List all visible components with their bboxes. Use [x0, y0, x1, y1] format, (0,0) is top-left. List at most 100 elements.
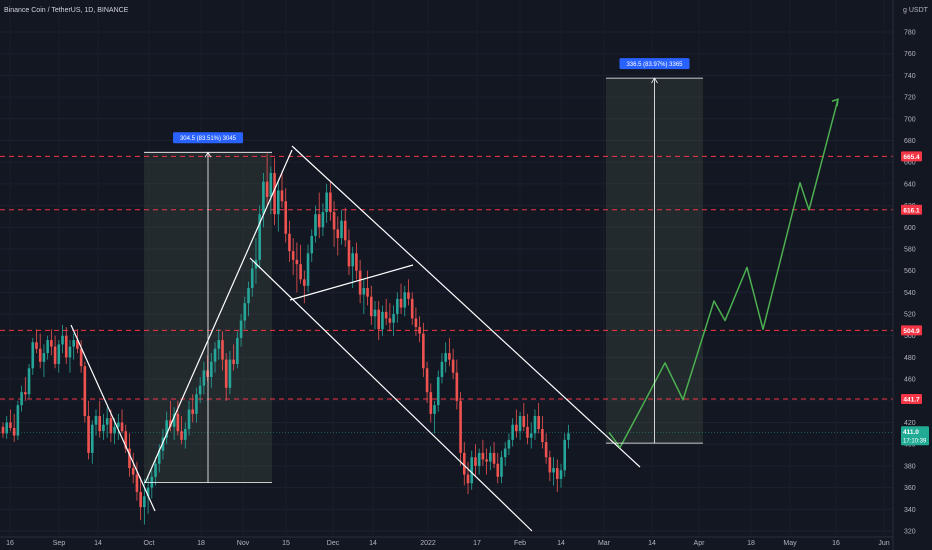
candle-body — [343, 220, 347, 241]
y-tick-label: 660 — [904, 160, 916, 167]
candles — [1, 153, 570, 525]
candle-body — [150, 476, 154, 488]
candle-body — [224, 359, 228, 388]
candle-body — [522, 416, 526, 427]
candle-body — [310, 235, 314, 254]
symbol-header[interactable]: Binance Coin / TetherUS, 1D, BINANCE — [4, 7, 129, 14]
trend-line — [144, 149, 293, 484]
candle-body — [124, 431, 128, 449]
time-axis[interactable]: 16 Sep 14 Oct 18 Nov 15 Dec 14 2022 17 Feb 14 Mar 14 Ap… — [6, 540, 890, 547]
candle-body — [161, 437, 165, 451]
candle-body — [228, 359, 232, 388]
measure-arrow-head — [204, 151, 212, 158]
candle-body — [314, 214, 317, 236]
level-tag-text: 665.4 — [903, 154, 920, 161]
candle-body — [16, 405, 20, 436]
candle-body — [340, 220, 343, 239]
y-tick-label: 720 — [904, 95, 916, 102]
candle-body — [117, 422, 120, 427]
candle-body — [247, 288, 250, 304]
y-tick-label: 700 — [904, 116, 916, 123]
candle-body — [288, 233, 291, 252]
y-tick-label: 740 — [904, 73, 916, 80]
candle-body — [496, 463, 500, 477]
candle-body — [306, 253, 310, 286]
candle-body — [515, 424, 518, 432]
candle-body — [537, 416, 540, 430]
candle-body — [64, 335, 68, 358]
candle-body — [448, 353, 451, 360]
x-tick-label: Nov — [237, 540, 250, 547]
x-tick-label: 18 — [197, 540, 205, 547]
candle-body — [541, 429, 544, 443]
candle-body — [329, 192, 332, 213]
x-tick-label: 15 — [282, 540, 290, 547]
candle-body — [351, 253, 354, 267]
candle-body — [355, 253, 358, 271]
x-tick-label: 2022 — [420, 540, 436, 547]
candle-body — [299, 264, 302, 280]
y-tick-label: 680 — [904, 138, 916, 145]
x-tick-label: 17 — [473, 540, 481, 547]
measure-tools: 304.5 (83.51%) 3045 336.5 (83.97%) 3365 — [144, 58, 703, 484]
candle-body — [139, 491, 142, 508]
y-tick-label: 780 — [904, 30, 916, 37]
candle-body — [176, 413, 180, 432]
level-tag — [901, 151, 922, 162]
candle-body — [143, 496, 146, 508]
candle-body — [1, 426, 5, 434]
candle-body — [529, 433, 533, 438]
candle-body — [109, 418, 113, 434]
candle-body — [68, 346, 72, 358]
candle-body — [336, 229, 340, 239]
trend-line — [249, 257, 533, 532]
measure-arrow-head — [651, 77, 658, 84]
candle-body — [503, 448, 507, 458]
candle-body — [466, 474, 470, 484]
candle-body — [500, 457, 503, 477]
y-tick-label: 500 — [904, 333, 916, 340]
price-tags: 665.4 616.1 504.9 441.7 411.0 17:10:39 — [901, 151, 929, 446]
candle-body — [31, 342, 35, 369]
candle-body — [195, 394, 198, 414]
unit-text: USDT — [909, 7, 929, 14]
level-tag-text: 616.1 — [903, 207, 920, 214]
candle-body — [462, 452, 466, 475]
candle-body — [5, 422, 9, 434]
candle-body — [552, 468, 555, 473]
candle-body — [102, 424, 105, 432]
candle-body — [53, 346, 57, 364]
y-tick-label: 320 — [904, 529, 916, 536]
unit-prefix: g — [903, 7, 909, 14]
candle-body — [146, 487, 150, 497]
candle-body — [79, 348, 83, 367]
candle-body — [213, 348, 217, 362]
candle-body — [555, 468, 559, 479]
candle-body — [98, 416, 102, 432]
candle-body — [50, 340, 53, 347]
candle-body — [27, 368, 31, 395]
candle-body — [210, 361, 213, 377]
measure-label-text: 304.5 (83.51%) 3045 — [180, 136, 237, 142]
x-tick-label: 14 — [94, 540, 102, 547]
candle-body — [433, 405, 436, 414]
candle-body — [198, 385, 202, 395]
y-tick-label: 560 — [904, 268, 916, 275]
candle-body — [202, 370, 206, 386]
candle-body — [407, 292, 410, 299]
candle-body — [303, 279, 306, 286]
y-tick-label: 360 — [904, 485, 916, 492]
current-price-countdown: 17:10:39 — [903, 438, 927, 444]
candle-body — [436, 376, 440, 406]
candle-body — [273, 173, 276, 215]
y-tick-label: 540 — [904, 290, 916, 297]
y-tick-label: 480 — [904, 355, 916, 362]
candle-body — [72, 340, 75, 347]
candle-body — [236, 337, 239, 364]
candle-body — [180, 431, 183, 440]
candle-body — [489, 452, 492, 462]
candle-body — [24, 392, 27, 395]
candle-body — [221, 340, 224, 360]
